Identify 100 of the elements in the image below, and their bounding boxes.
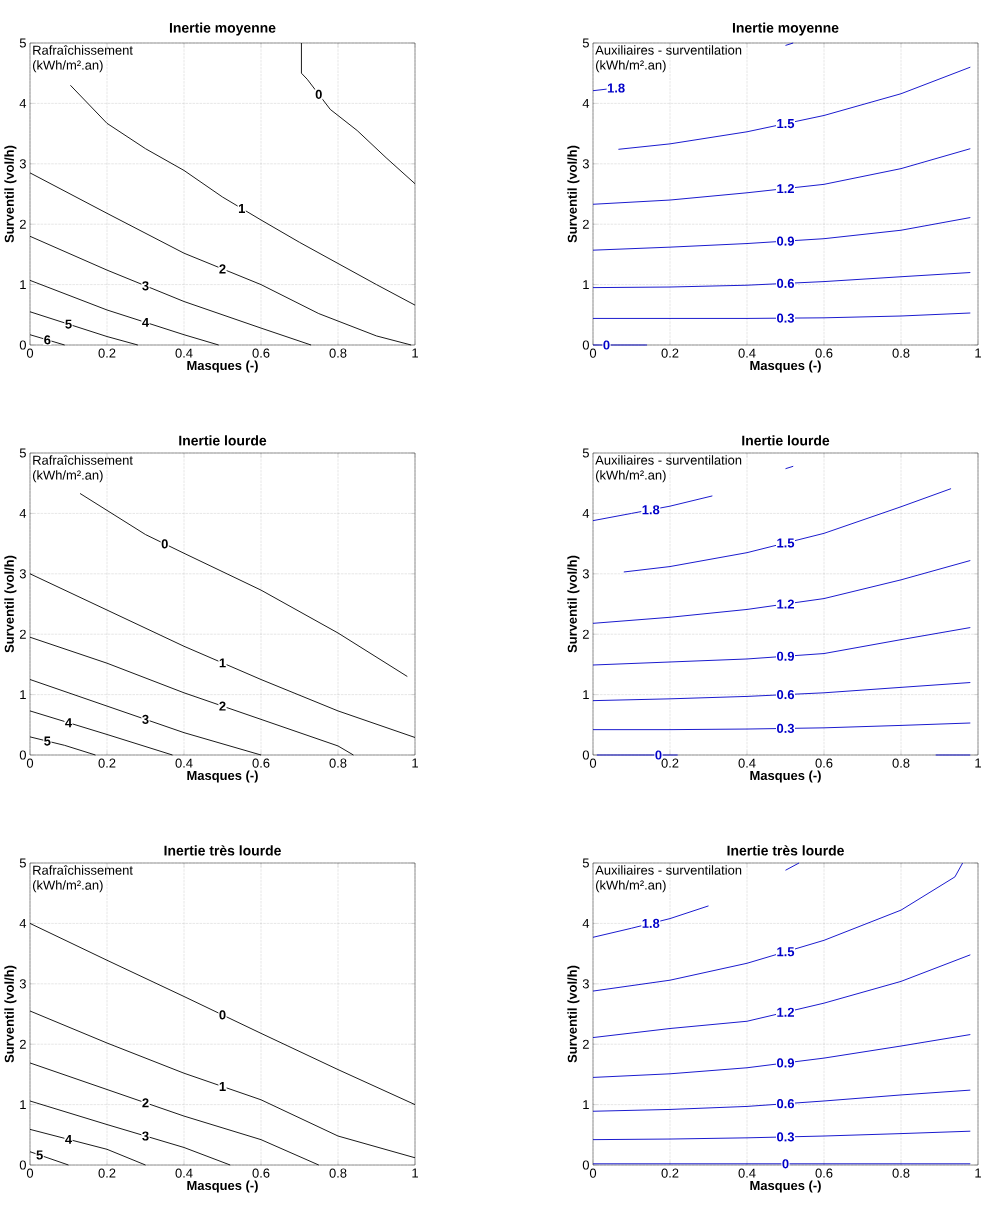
series-label: 0.6 [777, 278, 795, 288]
annotation: (kWh/m².an) [33, 60, 103, 73]
x-axis-title: Masques (-) [750, 1180, 821, 1193]
series-label: 0.9 [777, 1058, 795, 1068]
series-label: 0.3 [777, 313, 795, 323]
x-tick-label: 0.8 [329, 758, 347, 768]
series-label: 0.3 [777, 723, 795, 734]
x-tick-label: 0.4 [738, 758, 756, 768]
x-tick-label: 0.8 [892, 1168, 910, 1178]
x-tick-label: 0.2 [98, 348, 116, 358]
x-axis-title: Masques (-) [750, 770, 821, 783]
y-tick-label: 1 [20, 280, 26, 290]
series-label: 0 [603, 340, 610, 350]
line-series [592, 217, 971, 251]
y-tick-label: 3 [19, 159, 26, 169]
x-tick-label: 0.6 [252, 758, 270, 768]
y-tick-label: 0 [19, 340, 26, 350]
chart-title: Inertie lourde [179, 435, 267, 446]
x-tick-label: 0.6 [252, 1168, 270, 1178]
series-label: 2 [142, 1098, 149, 1108]
line-series [592, 1089, 971, 1112]
x-tick-label: 0.4 [738, 1168, 756, 1178]
x-tick-label: 0.4 [738, 348, 756, 358]
series-label: 1.2 [777, 1007, 794, 1017]
x-tick-label: 0.4 [175, 758, 193, 768]
series-label: 0 [655, 750, 662, 760]
series-label: 1.5 [777, 538, 795, 548]
y-tick-label: 5 [19, 858, 26, 868]
y-tick-label: 0 [19, 750, 26, 760]
series-label: 0.9 [777, 651, 795, 661]
chart-title: Inertie moyenne [169, 22, 276, 36]
annotation: (kWh/m².an) [596, 60, 666, 73]
line-series [592, 1130, 971, 1141]
line-series [592, 560, 971, 624]
annotation: Rafraîchissement [33, 455, 133, 465]
series-label: 1 [219, 1082, 226, 1091]
series-label: 0.9 [777, 236, 795, 246]
x-tick-label: 0.6 [815, 758, 833, 768]
x-tick-label: 0.2 [661, 758, 679, 768]
y-tick-label: 4 [582, 508, 590, 518]
series-label: 3 [142, 1131, 149, 1141]
x-tick-label: 0.6 [815, 348, 833, 358]
x-tick-label: 1 [412, 1168, 418, 1178]
y-tick-label: 0 [582, 1160, 589, 1170]
y-tick-label: 1 [583, 280, 589, 290]
x-axis-title: Masques (-) [750, 360, 821, 373]
y-tick-label: 0 [582, 340, 589, 350]
x-tick-label: 0.2 [98, 758, 116, 768]
series-label: 0 [315, 89, 322, 99]
y-tick-label: 4 [19, 98, 27, 108]
series-label: 1.8 [607, 83, 625, 93]
line-series [592, 1034, 971, 1078]
y-tick-label: 2 [582, 629, 589, 639]
y-tick-label: 3 [582, 979, 589, 989]
series-label: 3 [142, 281, 149, 291]
x-tick-label: 0.4 [175, 1168, 193, 1178]
annotation: Auxiliaires - surventilation [595, 455, 742, 465]
y-tick-label: 0 [19, 1160, 26, 1170]
x-tick-label: 0.6 [815, 1168, 833, 1178]
series-label: 5 [65, 319, 72, 329]
series-label: 2 [219, 264, 226, 274]
series-label: 1.5 [777, 119, 795, 129]
y-tick-label: 1 [20, 1100, 26, 1110]
series-label: 0 [161, 539, 168, 549]
x-axis-title: Masques (-) [187, 360, 258, 373]
chart-title: Inertie lourde [742, 435, 830, 446]
y-tick-label: 4 [582, 918, 590, 928]
chart-title: Inertie très lourde [164, 845, 281, 856]
series-label: 1.8 [642, 918, 660, 928]
x-tick-label: 0.2 [661, 1168, 679, 1178]
series-label: 1.2 [777, 599, 794, 609]
y-tick-label: 0 [582, 750, 589, 760]
y-tick-label: 2 [19, 219, 26, 229]
y-tick-label: 3 [19, 979, 26, 989]
series-label: 2 [219, 701, 226, 711]
series-label: 4 [65, 1134, 73, 1144]
y-tick-label: 2 [19, 1039, 26, 1049]
x-tick-label: 1 [975, 758, 981, 768]
annotation: Auxiliaires - surventilation [595, 865, 742, 875]
line-series [592, 148, 971, 205]
series-label: 0.6 [777, 690, 795, 700]
y-tick-label: 4 [582, 98, 590, 108]
y-tick-label: 5 [582, 858, 589, 868]
series-label: 1 [238, 204, 245, 213]
series-label: 0.6 [777, 1099, 795, 1109]
y-axis-title: Surventil (vol/h) [567, 555, 580, 653]
series-label: 1.5 [777, 947, 795, 957]
y-tick-label: 5 [19, 448, 26, 458]
y-tick-label: 5 [19, 38, 26, 48]
series-label: 3 [142, 714, 149, 724]
x-tick-label: 0.2 [98, 1168, 116, 1178]
line-series [623, 488, 952, 573]
x-tick-label: 0.8 [329, 348, 347, 358]
y-tick-label: 4 [19, 918, 27, 928]
y-tick-label: 5 [582, 38, 589, 48]
line-series [79, 493, 408, 677]
y-tick-label: 3 [582, 159, 589, 169]
y-tick-label: 3 [582, 569, 589, 579]
line-series [592, 862, 964, 992]
annotation: (kWh/m².an) [33, 880, 103, 893]
